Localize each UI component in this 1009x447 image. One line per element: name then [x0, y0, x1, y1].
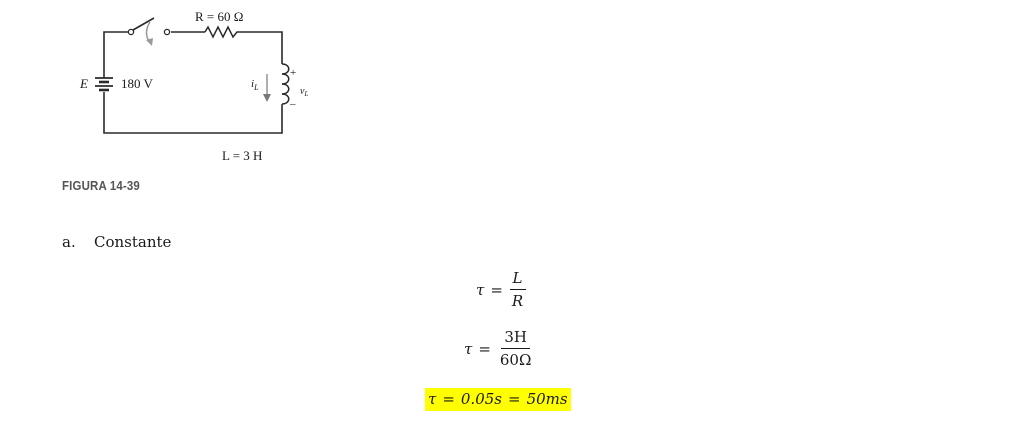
- tau-symbol: τ: [476, 280, 485, 299]
- battery-symbol: [95, 77, 113, 92]
- fraction-numerator: L: [509, 268, 526, 290]
- equals-sign: =: [442, 390, 455, 408]
- fraction-numerator: 3H: [501, 327, 530, 349]
- circuit-diagram: R = 60 Ω E 180 V L = 3 H iL vL + –: [79, 9, 308, 163]
- source-value: 180 V: [121, 76, 154, 91]
- equation-tau-formula: τ = L R: [476, 268, 526, 311]
- equals-sign: =: [478, 339, 491, 358]
- list-marker: a.: [62, 233, 76, 251]
- source-name: E: [79, 76, 88, 91]
- fraction: 3H 60Ω: [497, 327, 535, 370]
- equals-sign: =: [508, 390, 521, 408]
- voltage-plus-sign: +: [290, 67, 296, 79]
- figure-caption: FIGURA 14-39: [62, 178, 140, 193]
- switch: [127, 17, 171, 36]
- voltage-label: vL: [300, 86, 308, 98]
- resistor-symbol: [204, 25, 240, 39]
- inductor-label: L = 3 H: [222, 148, 262, 163]
- fraction-denominator: R: [511, 292, 524, 310]
- tau-symbol: τ: [464, 339, 473, 358]
- voltage-minus-sign: –: [289, 98, 296, 110]
- result-seconds: 0.05s: [460, 390, 502, 408]
- inductor-symbol: [281, 63, 290, 106]
- fraction: L R: [509, 268, 526, 311]
- result-milliseconds: 50ms: [526, 390, 568, 408]
- list-item-a: a. Constante: [62, 233, 171, 251]
- tau-symbol: τ: [428, 390, 437, 408]
- current-label: iL: [251, 78, 259, 92]
- fraction-denominator: 60Ω: [499, 351, 532, 369]
- switch-arrow-icon: [145, 21, 153, 46]
- circuit-wires: [103, 31, 283, 134]
- equals-sign: =: [490, 280, 503, 299]
- list-item-text: Constante: [94, 233, 172, 251]
- equation-tau-result: τ = 0.05s = 50ms: [425, 388, 571, 411]
- resistor-label: R = 60 Ω: [195, 9, 243, 24]
- equation-tau-substitution: τ = 3H 60Ω: [464, 327, 534, 370]
- current-arrow-icon: [263, 74, 271, 102]
